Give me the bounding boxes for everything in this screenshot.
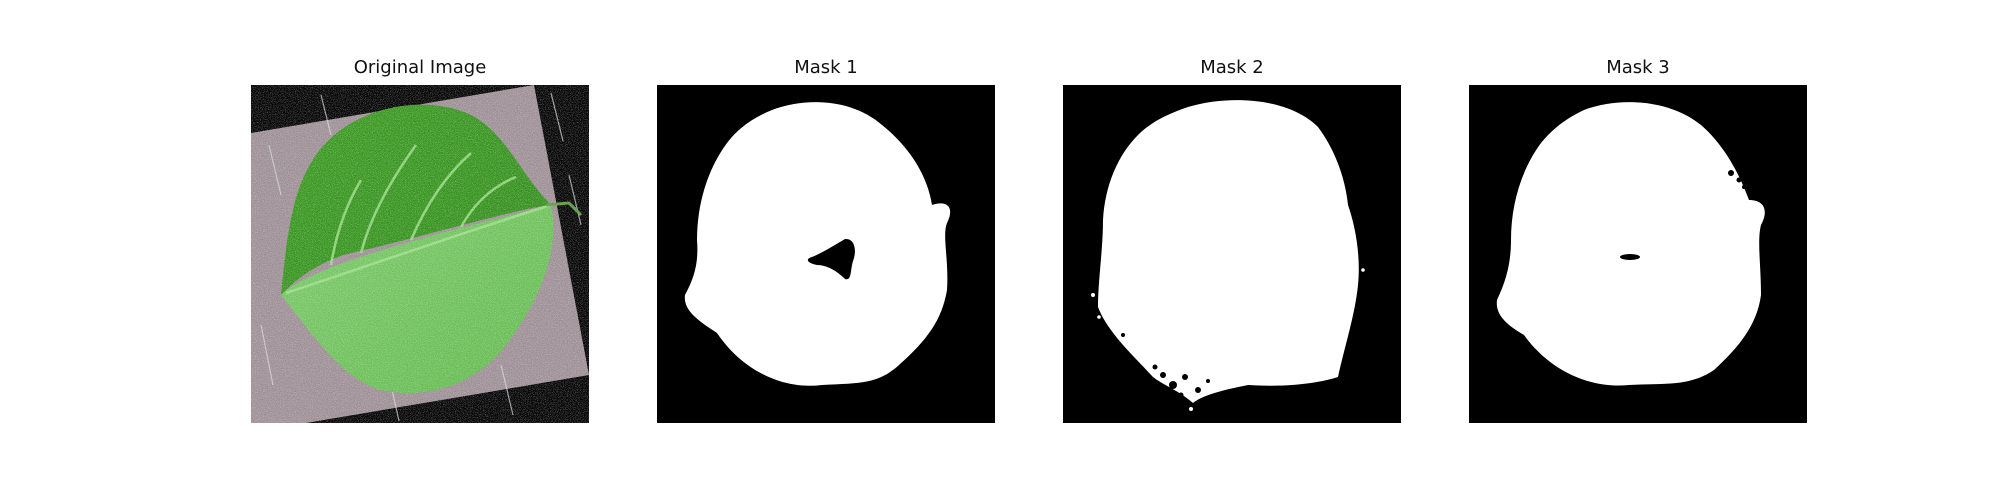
mask-1-hole bbox=[807, 238, 855, 280]
mask-2-panel: Mask 2 bbox=[1063, 56, 1401, 423]
mask-2-title: Mask 2 bbox=[1200, 57, 1264, 78]
mask-2-leaf-region bbox=[1098, 100, 1359, 403]
mask-2-image bbox=[1063, 85, 1401, 423]
mask-1-image bbox=[657, 85, 995, 423]
mask-3-panel: Mask 3 bbox=[1469, 56, 1807, 423]
mask-1-panel: Mask 1 bbox=[657, 56, 995, 423]
mask-2-speckle-holes bbox=[1121, 333, 1210, 398]
original-image-panel: Original Image bbox=[251, 56, 589, 423]
mask-3-hole bbox=[1620, 254, 1640, 260]
original-image bbox=[251, 85, 589, 423]
mask-1-leaf-region bbox=[684, 102, 951, 386]
mask-3-image bbox=[1469, 85, 1807, 423]
original-image-title: Original Image bbox=[353, 57, 487, 78]
mask-3-title: Mask 3 bbox=[1606, 57, 1670, 78]
salt-noise-overlay bbox=[251, 85, 589, 423]
mask-3-edge-holes bbox=[1728, 165, 1746, 189]
mask-1-title: Mask 1 bbox=[794, 57, 858, 78]
mask-2-edge-specks bbox=[1091, 268, 1365, 411]
mask-3-leaf-region bbox=[1496, 102, 1765, 386]
